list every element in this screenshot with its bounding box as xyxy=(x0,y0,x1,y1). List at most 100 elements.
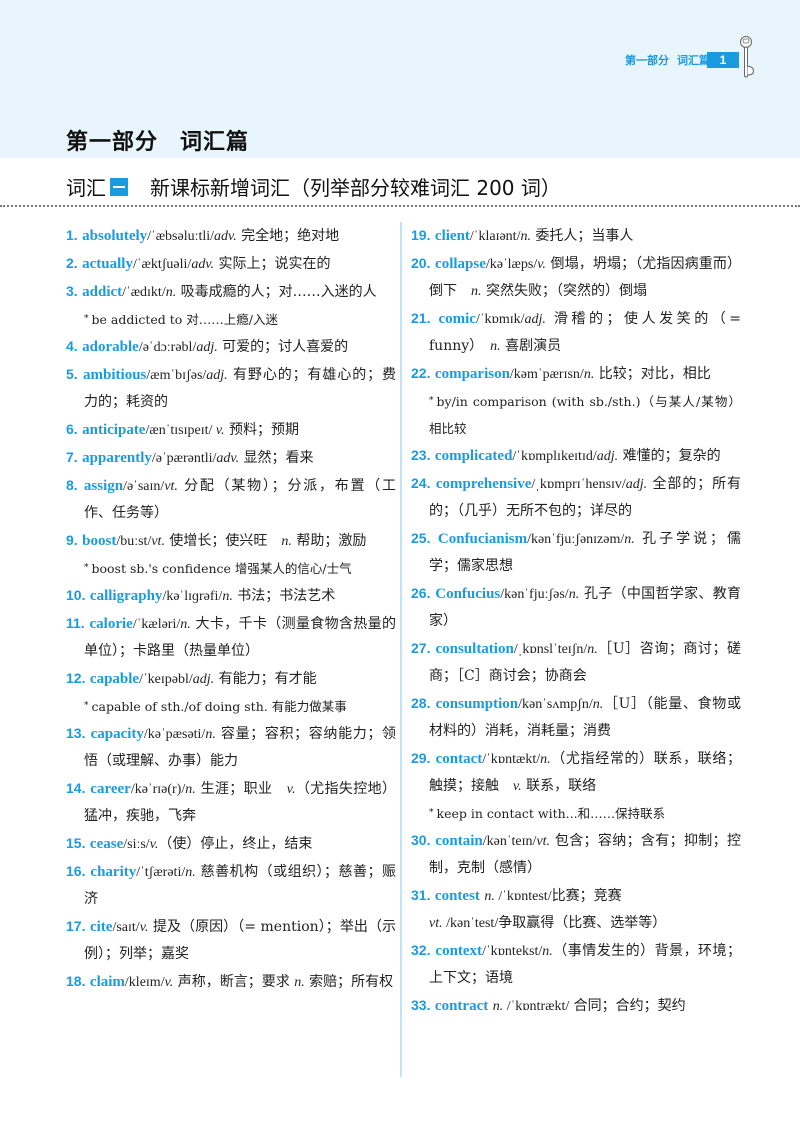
entry-number: 2. xyxy=(66,255,78,271)
vocab-entry: 4. adorable/əˈdɔːrəbl/adj. 可爱的；讨人喜爱的 xyxy=(66,333,396,361)
vocab-entry: 32. context/ˈkɒntekst/n.（事情发生的）背景，环境；上下文… xyxy=(411,937,741,992)
entry-line: 19. client/ˈklaɪənt/n. 委托人；当事人 xyxy=(411,222,741,250)
definition: 联系，联络 xyxy=(521,778,597,794)
entry-number: 17. xyxy=(66,918,86,934)
entry-line: 10. calligraphy/kəˈlɪɡrəfi/n. 书法；书法艺术 xyxy=(66,582,396,610)
note-text: capable of sth./of doing sth. 有能力做某事 xyxy=(91,699,347,714)
phonetic: /kəˈpæsəti/ xyxy=(143,727,206,742)
definition: 实际上；说实在的 xyxy=(214,256,331,272)
phonetic: /ˈkɒmplɪkeɪtɪd/ xyxy=(512,449,597,464)
definition: 分配（某物）；分派，布置（工作、任务等） xyxy=(84,478,397,521)
vocab-entry: 20. collapse/kəˈlæps/v. 倒塌，坍塌；（尤指因病重而）倒下… xyxy=(411,250,741,305)
entry-line: 7. apparently/əˈpærəntli/adv. 显然；看来 xyxy=(66,444,396,472)
entry-number: 28. xyxy=(411,695,431,711)
headword: contract xyxy=(434,998,489,1014)
headword: actually xyxy=(82,256,133,272)
section-heading: 新课标新增词汇（列举部分较难词汇 200 词） xyxy=(150,176,561,200)
part-of-speech: n. xyxy=(540,752,551,767)
vocab-entry: 6. anticipate/ænˈtɪsɪpeɪt/ v. 预料；预期 xyxy=(66,416,396,444)
entry-number: 33. xyxy=(411,997,431,1013)
phonetic: /ˈæktʃuəli/ xyxy=(132,257,192,272)
definition: 索赔；所有权 xyxy=(304,974,394,990)
entry-number: 7. xyxy=(66,449,78,465)
note-text: be addicted to 对……上瘾/入迷 xyxy=(91,312,278,327)
running-header: 第一部分 词汇篇 xyxy=(617,52,710,68)
entry-line: 5. ambitious/æmˈbɪʃəs/adj. 有野心的；有雄心的；费力的… xyxy=(66,361,396,416)
part-of-speech: adj. xyxy=(596,449,619,464)
part-of-speech: vt. xyxy=(151,534,165,549)
part-of-speech: v. xyxy=(513,779,522,794)
definition: 使增长；使兴旺 xyxy=(164,533,282,549)
asterisk-icon: * xyxy=(429,396,434,406)
part-of-speech: adj. xyxy=(196,340,218,355)
entry-line: 24. comprehensive/ˌkɒmprɪˈhensɪv/adj. 全部… xyxy=(411,470,741,525)
definition: 喜剧演员 xyxy=(500,338,562,354)
entry-number: 11. xyxy=(66,615,85,631)
vocab-entry: 12. capable/ˈkeɪpəbl/adj. 有能力；有才能 * capabl… xyxy=(66,665,396,720)
headword: capacity xyxy=(90,726,144,742)
vocab-entry: 19. client/ˈklaɪənt/n. 委托人；当事人 xyxy=(411,222,741,250)
definition: 显然；看来 xyxy=(239,450,314,466)
vocab-entry: 22. comparison/kəmˈpærɪsn/n. 比较；对比，相比 * by… xyxy=(411,360,741,442)
part-of-speech: n. xyxy=(484,889,495,904)
vocab-entry: 11. calorie/ˈkæləri/n. 大卡，千卡（测量食物含热量的单位）… xyxy=(66,610,396,665)
phonetic: /əˈsaɪn/ xyxy=(123,479,165,494)
part-of-speech: n. xyxy=(471,284,482,299)
part-of-speech: n. xyxy=(294,975,305,990)
vocab-column-left: 1. absolutely/ˈæbsəluːtli/adv. 完全地；绝对地 2.… xyxy=(66,222,396,996)
part-of-speech: v. xyxy=(149,837,159,852)
definition: 提及（原因）（= mention）；举出（示例）；列举；嘉奖 xyxy=(84,919,396,962)
phonetic: /ˈkɒmɪk/ xyxy=(475,312,525,327)
part-of-speech: v. xyxy=(215,423,225,438)
headword: career xyxy=(90,781,131,797)
entry-number: 24. xyxy=(411,475,431,491)
entry-number: 3. xyxy=(66,283,78,299)
entry-number: 30. xyxy=(411,832,431,848)
phonetic: /ˈædɪkt/ xyxy=(122,285,166,300)
entry-line: 28. consumption/kənˈsʌmpʃn/n.［U］（能量、食物或材… xyxy=(411,690,741,745)
headword: ambitious xyxy=(83,367,147,383)
entry-number: 4. xyxy=(66,338,78,354)
phonetic: /siːs/ xyxy=(123,837,150,852)
headword: Confucius xyxy=(435,586,501,602)
definition: 难懂的；复杂的 xyxy=(618,448,721,464)
entry-line: 8. assign/əˈsaɪn/vt. 分配（某物）；分派，布置（工作、任务等… xyxy=(66,472,396,527)
asterisk-icon: * xyxy=(84,314,89,324)
entry-number: 22. xyxy=(411,365,431,381)
part-of-speech: vt. xyxy=(536,834,551,849)
section-prefix: 词汇 xyxy=(66,176,106,200)
vocab-entry: 29. contact/ˈkɒntækt/n.（尤指经常的）联系，联络；触摸；接… xyxy=(411,745,741,827)
vocab-entry: 27. consultation/ˌkɒnslˈteɪʃn/n.［U］咨询；商讨… xyxy=(411,635,741,690)
part-of-speech: v. xyxy=(537,257,546,272)
usage-note: * be addicted to 对……上瘾/入迷 xyxy=(66,306,396,333)
key-icon xyxy=(740,36,755,78)
definition: 可爱的；讨人喜爱的 xyxy=(217,339,349,355)
phonetic: /kənˈfjuːʃənɪzəm/ xyxy=(527,532,625,547)
vocab-entry: 10. calligraphy/kəˈlɪɡrəfi/n. 书法；书法艺术 xyxy=(66,582,396,610)
definition: 有野心的；有雄心的；费力的；耗资的 xyxy=(84,367,397,410)
headword: complicated xyxy=(434,448,513,464)
definition: 书法；书法艺术 xyxy=(232,588,336,604)
phonetic: /æmˈbɪʃəs/ xyxy=(146,368,207,383)
phonetic: /ˈklaɪənt/ xyxy=(469,229,521,244)
part-of-speech: adj. xyxy=(524,312,546,327)
phonetic: /kəmˈpærɪsn/ xyxy=(509,367,584,382)
part-of-speech: n. xyxy=(542,944,553,959)
headword: comparison xyxy=(434,366,510,382)
entry-number: 32. xyxy=(411,942,431,958)
entry-number: 19. xyxy=(411,227,431,243)
note-text: by/in comparison (with sb./sth.)（与某人/某物）… xyxy=(429,394,741,436)
entry-line: 33. contract n. /ˈkɒntrækt/ 合同；合约；契约 xyxy=(411,992,741,1020)
definition: 全部的；所有的；（几乎）无所不包的；详尽的 xyxy=(429,476,742,519)
headword: contest xyxy=(434,888,480,904)
headword: anticipate xyxy=(82,422,146,438)
entry-line: 21. comic/ˈkɒmɪk/adj. 滑稽的；使人发笑的（= funny）… xyxy=(411,305,741,360)
entry-number: 27. xyxy=(411,640,431,656)
phonetic: /ˌkɒnslˈteɪʃn/ xyxy=(513,642,588,657)
vocab-entry: 13. capacity/kəˈpæsəti/n. 容量；容积；容纳能力；领悟（… xyxy=(66,720,396,775)
phonetic: /buːst/ xyxy=(116,534,152,549)
part-of-speech: n. xyxy=(592,697,604,712)
headword: cease xyxy=(89,836,124,852)
headword: contain xyxy=(435,833,483,849)
entry-line: 25. Confucianism/kənˈfjuːʃənɪzəm/n. 孔子学说… xyxy=(411,525,741,580)
